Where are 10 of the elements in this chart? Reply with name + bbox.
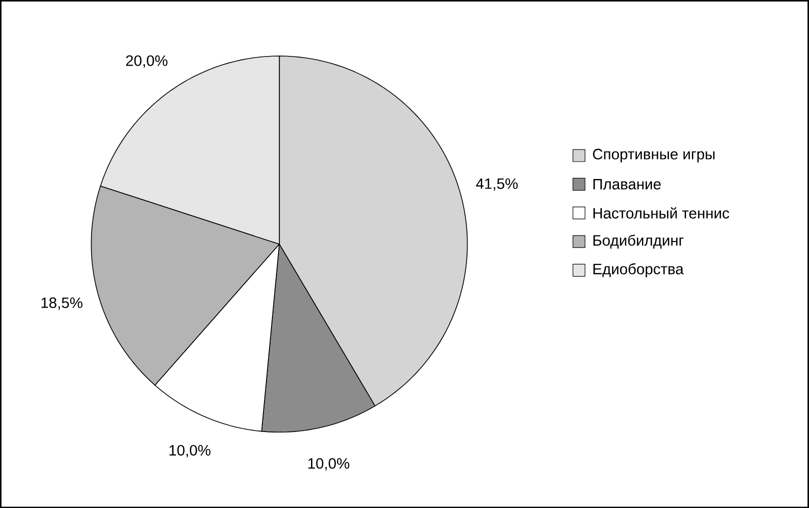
data-label: 20,0%	[126, 55, 168, 68]
legend-label: Бодибилдинг	[593, 234, 684, 248]
legend-label: Настольный теннис	[593, 207, 730, 218]
data-label: 10,0%	[308, 458, 350, 470]
data-label: 18,5%	[41, 297, 82, 310]
legend-label: Плавание	[593, 178, 661, 190]
legend-label: Едиоборства	[593, 263, 684, 278]
legend-label: Спортивные игры	[593, 148, 714, 162]
data-label: 10,0%	[170, 444, 210, 458]
data-label: 41,5%	[476, 178, 518, 191]
